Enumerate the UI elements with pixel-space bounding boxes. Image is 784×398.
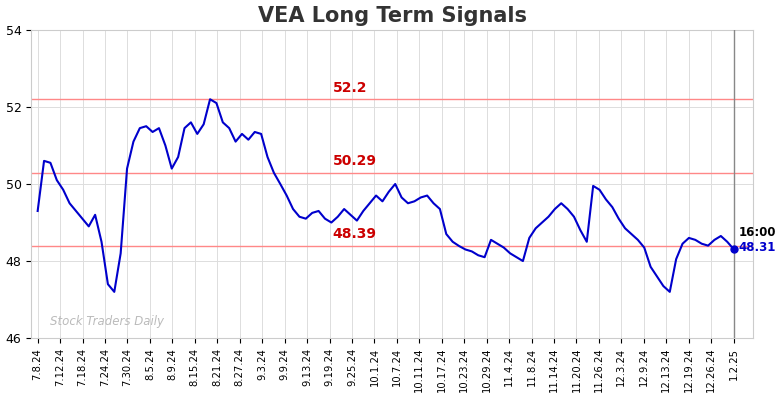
Title: VEA Long Term Signals: VEA Long Term Signals: [257, 6, 527, 25]
Text: 48.39: 48.39: [332, 227, 376, 242]
Text: Stock Traders Daily: Stock Traders Daily: [50, 316, 165, 328]
Text: 16:00: 16:00: [739, 226, 776, 239]
Text: 52.2: 52.2: [332, 81, 367, 95]
Text: 50.29: 50.29: [332, 154, 376, 168]
Text: 48.31: 48.31: [739, 241, 776, 254]
